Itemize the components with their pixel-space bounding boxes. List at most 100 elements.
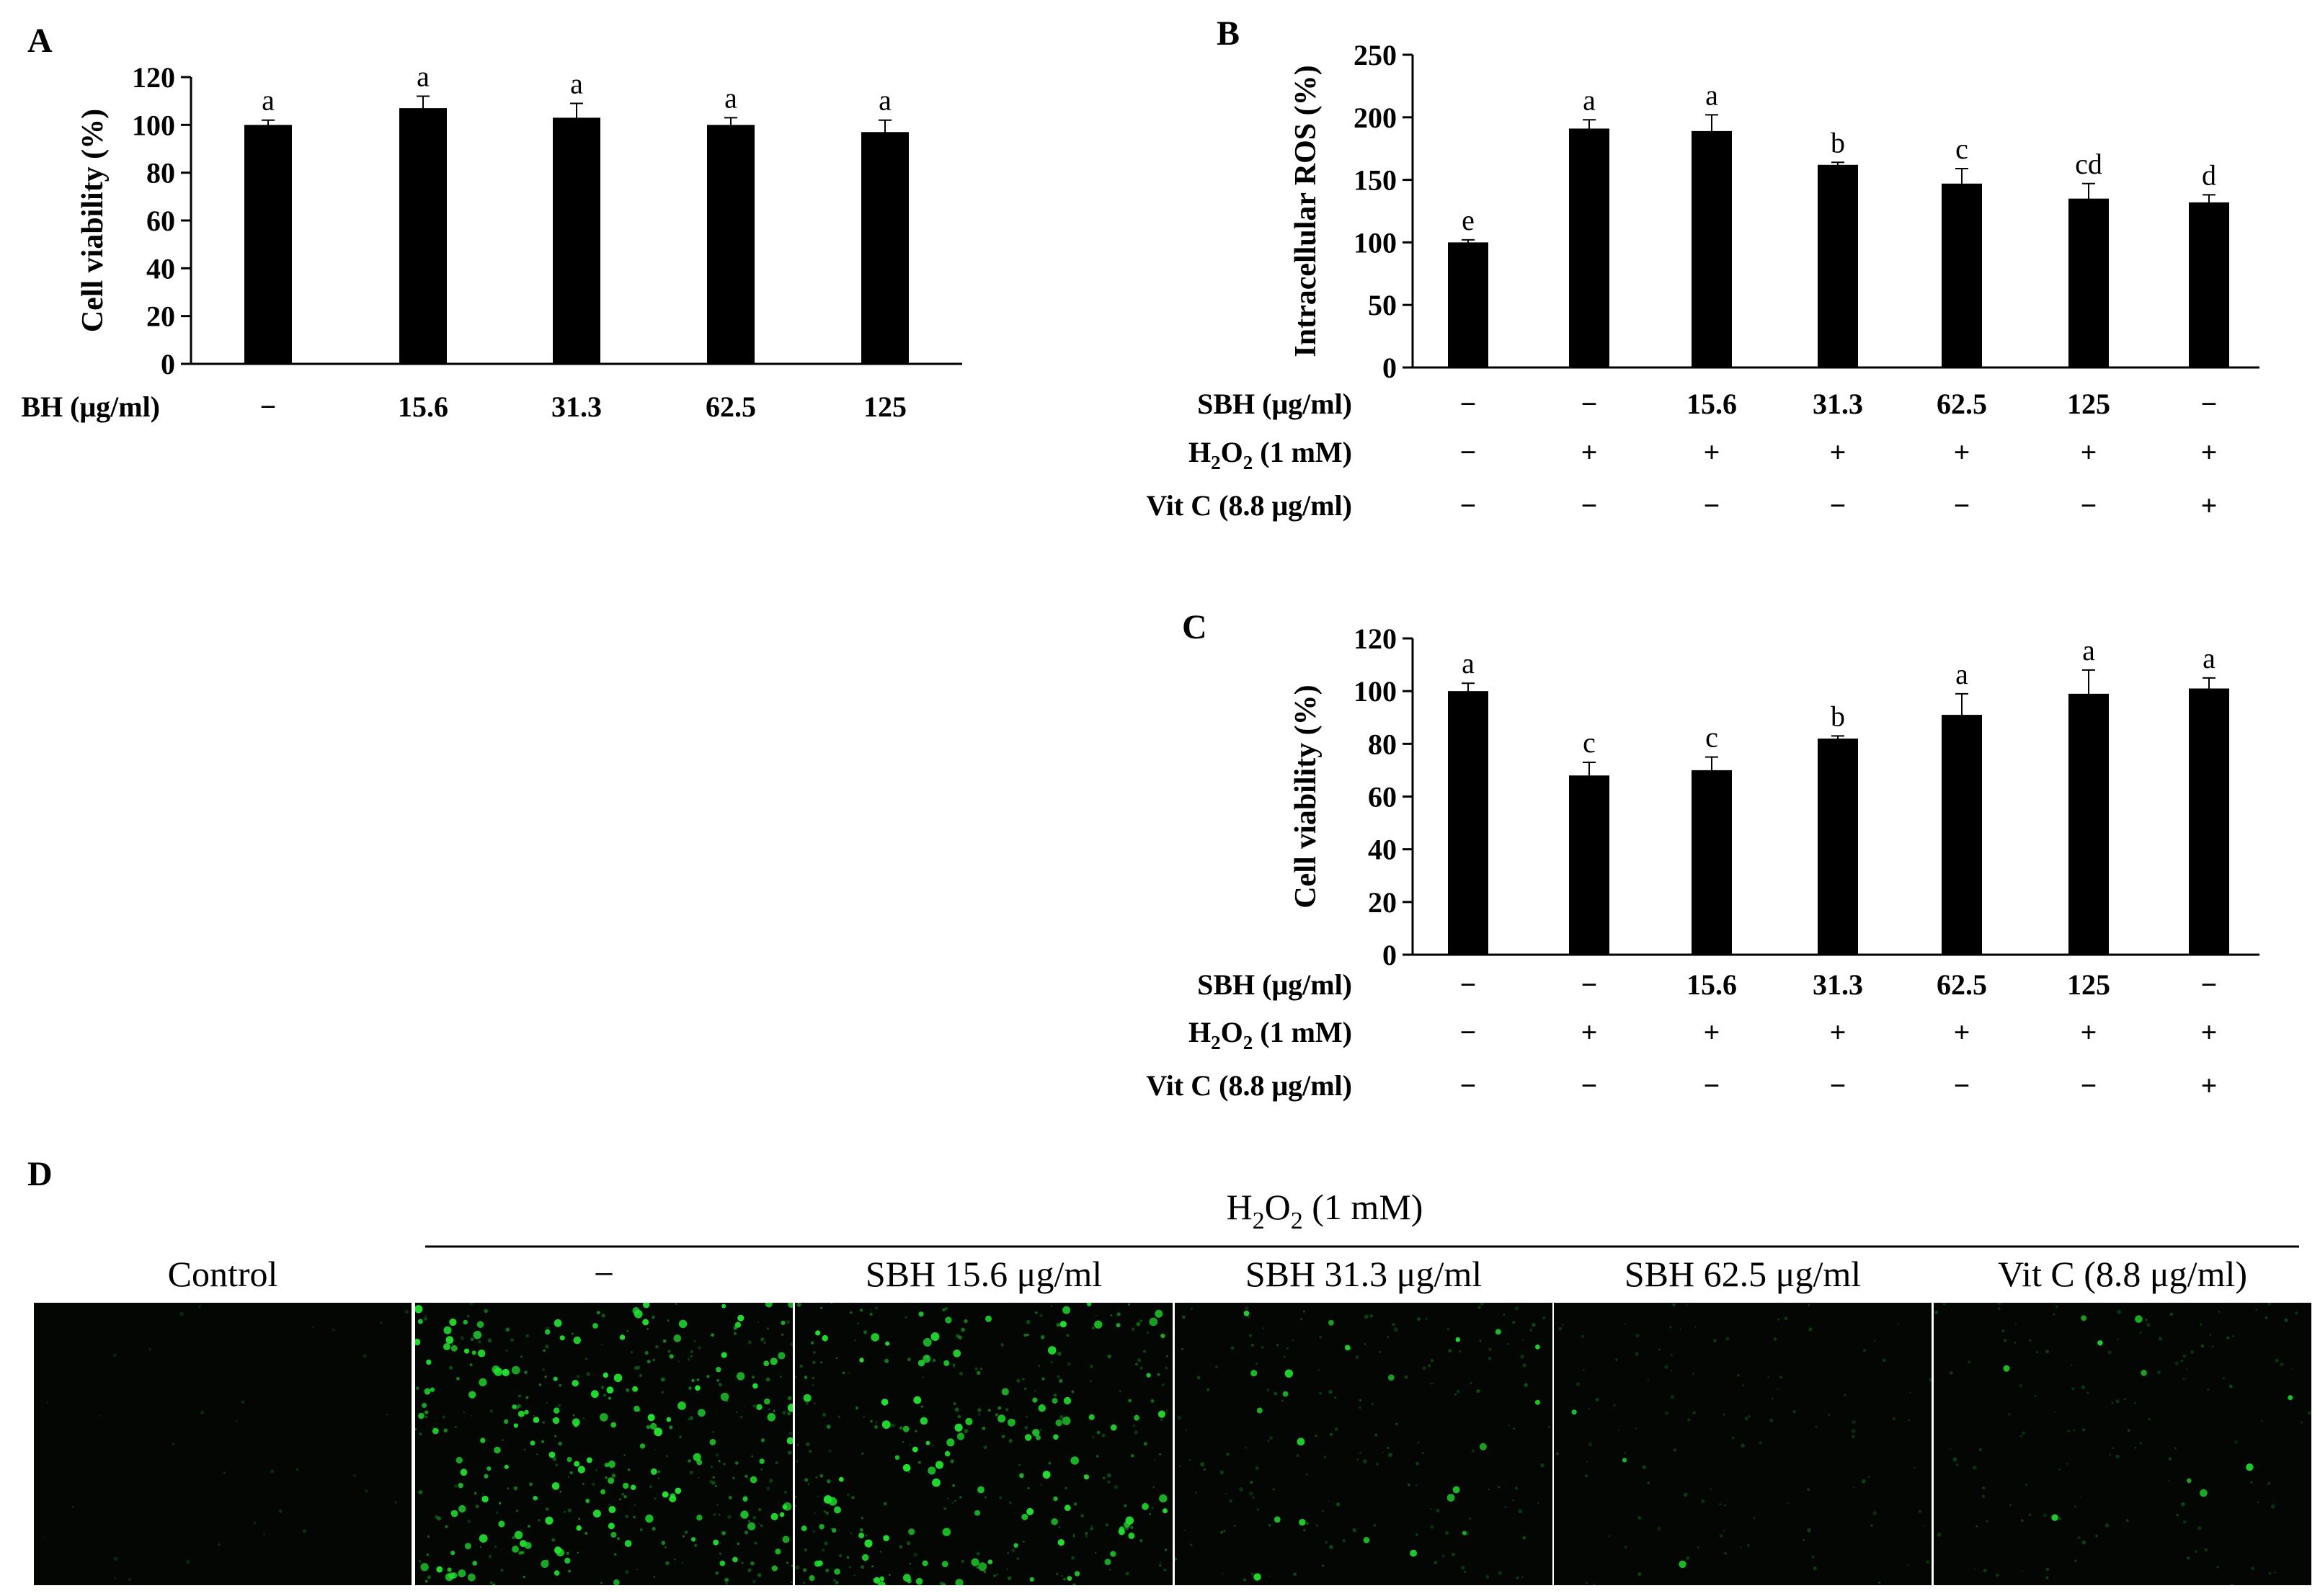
fluorescent-cell bbox=[1813, 1566, 1817, 1571]
micrograph-cells bbox=[43, 1305, 409, 1582]
fluorescent-cell bbox=[480, 1437, 486, 1443]
fluorescent-cell bbox=[952, 1484, 955, 1487]
fluorescent-cell bbox=[610, 1422, 617, 1428]
fluorescent-cell bbox=[809, 1575, 815, 1582]
fluorescent-cell bbox=[1446, 1327, 1450, 1331]
fluorescent-cell bbox=[732, 1476, 735, 1480]
fluorescent-cell bbox=[592, 1323, 598, 1329]
fluorescent-cell bbox=[959, 1496, 962, 1499]
fluorescent-cell bbox=[2234, 1440, 2238, 1444]
fluorescent-cell bbox=[1694, 1326, 1697, 1328]
fluorescent-cell bbox=[1161, 1383, 1165, 1386]
fluorescent-cell bbox=[935, 1461, 944, 1469]
fluorescent-cell bbox=[517, 1404, 521, 1408]
fluorescent-cell bbox=[572, 1380, 579, 1387]
fluorescent-cell bbox=[1154, 1458, 1156, 1461]
fluorescent-cell bbox=[1613, 1404, 1617, 1407]
fluorescent-cell bbox=[520, 1355, 523, 1358]
fluorescent-cell bbox=[1432, 1382, 1434, 1384]
fluorescent-cell bbox=[747, 1340, 752, 1345]
fluorescent-cell bbox=[871, 1565, 874, 1568]
fluorescent-cell bbox=[1535, 1345, 1540, 1350]
fluorescent-cell bbox=[468, 1573, 476, 1582]
fluorescent-cell bbox=[420, 1563, 429, 1572]
panel-a-significance-letter: a bbox=[417, 61, 430, 93]
fluorescent-cell bbox=[2014, 1341, 2017, 1344]
fluorescent-cell bbox=[925, 1440, 930, 1445]
fluorescent-cell bbox=[417, 1319, 423, 1324]
fluorescent-cell bbox=[1942, 1303, 1946, 1306]
fluorescent-cell bbox=[767, 1413, 776, 1422]
fluorescent-cell bbox=[455, 1456, 463, 1464]
panel-b-condition-value: − bbox=[1581, 388, 1598, 420]
fluorescent-cell bbox=[812, 1376, 815, 1380]
fluorescent-cell bbox=[1114, 1485, 1119, 1489]
fluorescent-cell bbox=[1048, 1461, 1052, 1465]
fluorescent-cell bbox=[834, 1506, 841, 1514]
fluorescent-cell bbox=[2261, 1419, 2263, 1422]
fluorescent-cell bbox=[923, 1376, 925, 1378]
fluorescent-cell bbox=[870, 1309, 873, 1311]
fluorescent-cell bbox=[630, 1484, 636, 1490]
fluorescent-cell bbox=[1906, 1564, 1908, 1566]
fluorescent-cell bbox=[443, 1326, 452, 1334]
panel-c-significance-letter: a bbox=[1955, 658, 1968, 690]
fluorescent-cell bbox=[2222, 1377, 2225, 1380]
fluorescent-cell bbox=[1808, 1303, 1810, 1306]
fluorescent-cell bbox=[424, 1315, 427, 1318]
fluorescent-cell bbox=[443, 1343, 450, 1350]
fluorescent-cell bbox=[481, 1493, 484, 1495]
fluorescent-cell bbox=[1872, 1511, 1877, 1516]
panel-c-y-tick-label: 80 bbox=[1368, 728, 1397, 760]
fluorescent-cell bbox=[525, 1396, 529, 1399]
fluorescent-cell bbox=[860, 1528, 863, 1532]
fluorescent-cell bbox=[312, 1326, 315, 1329]
fluorescent-cell bbox=[953, 1363, 955, 1366]
fluorescent-cell bbox=[698, 1409, 706, 1417]
fluorescent-cell bbox=[655, 1345, 659, 1349]
fluorescent-cell bbox=[1102, 1476, 1106, 1480]
fluorescent-cell bbox=[1182, 1315, 1186, 1319]
fluorescent-cell bbox=[713, 1513, 716, 1516]
fluorescent-cell bbox=[1512, 1499, 1514, 1502]
fluorescent-cell bbox=[2028, 1513, 2032, 1517]
fluorescent-cell bbox=[1150, 1399, 1155, 1403]
fluorescent-cell bbox=[654, 1497, 657, 1500]
fluorescent-cell bbox=[623, 1454, 626, 1456]
fluorescent-cell bbox=[814, 1402, 816, 1404]
fluorescent-cell bbox=[386, 1413, 388, 1416]
fluorescent-cell bbox=[819, 1474, 824, 1478]
fluorescent-cell bbox=[662, 1491, 669, 1498]
fluorescent-cell bbox=[666, 1455, 668, 1458]
fluorescent-cell bbox=[2133, 1402, 2136, 1404]
fluorescent-cell bbox=[1031, 1430, 1036, 1435]
fluorescent-cell bbox=[1107, 1473, 1111, 1478]
fluorescent-cell bbox=[695, 1385, 701, 1391]
panel-a-category-label: − bbox=[260, 391, 277, 423]
fluorescent-cell bbox=[902, 1441, 905, 1443]
fluorescent-cell bbox=[582, 1417, 585, 1419]
fluorescent-cell bbox=[2019, 1435, 2022, 1437]
fluorescent-cell bbox=[1145, 1501, 1147, 1503]
fluorescent-cell bbox=[1272, 1488, 1275, 1491]
fluorescent-cell bbox=[766, 1486, 770, 1491]
fluorescent-cell bbox=[908, 1471, 910, 1474]
fluorescent-cell bbox=[953, 1349, 961, 1358]
fluorescent-cell bbox=[1055, 1419, 1062, 1427]
fluorescent-cell bbox=[1053, 1496, 1058, 1502]
fluorescent-cell bbox=[449, 1318, 457, 1327]
fluorescent-cell bbox=[850, 1311, 853, 1314]
fluorescent-cell bbox=[470, 1414, 473, 1417]
fluorescent-cell bbox=[1299, 1318, 1303, 1321]
fluorescent-cell bbox=[545, 1507, 549, 1511]
micrograph-column-label: − bbox=[594, 1254, 614, 1294]
fluorescent-cell bbox=[568, 1569, 571, 1573]
fluorescent-cell bbox=[1057, 1351, 1062, 1356]
fluorescent-cell bbox=[1001, 1435, 1005, 1438]
fluorescent-cell bbox=[450, 1510, 458, 1517]
fluorescent-cell bbox=[745, 1474, 748, 1478]
fluorescent-cell bbox=[1374, 1433, 1378, 1437]
fluorescent-cell bbox=[545, 1516, 554, 1525]
panel-c-condition-value: − bbox=[1830, 1069, 1846, 1102]
fluorescent-cell bbox=[721, 1352, 727, 1358]
